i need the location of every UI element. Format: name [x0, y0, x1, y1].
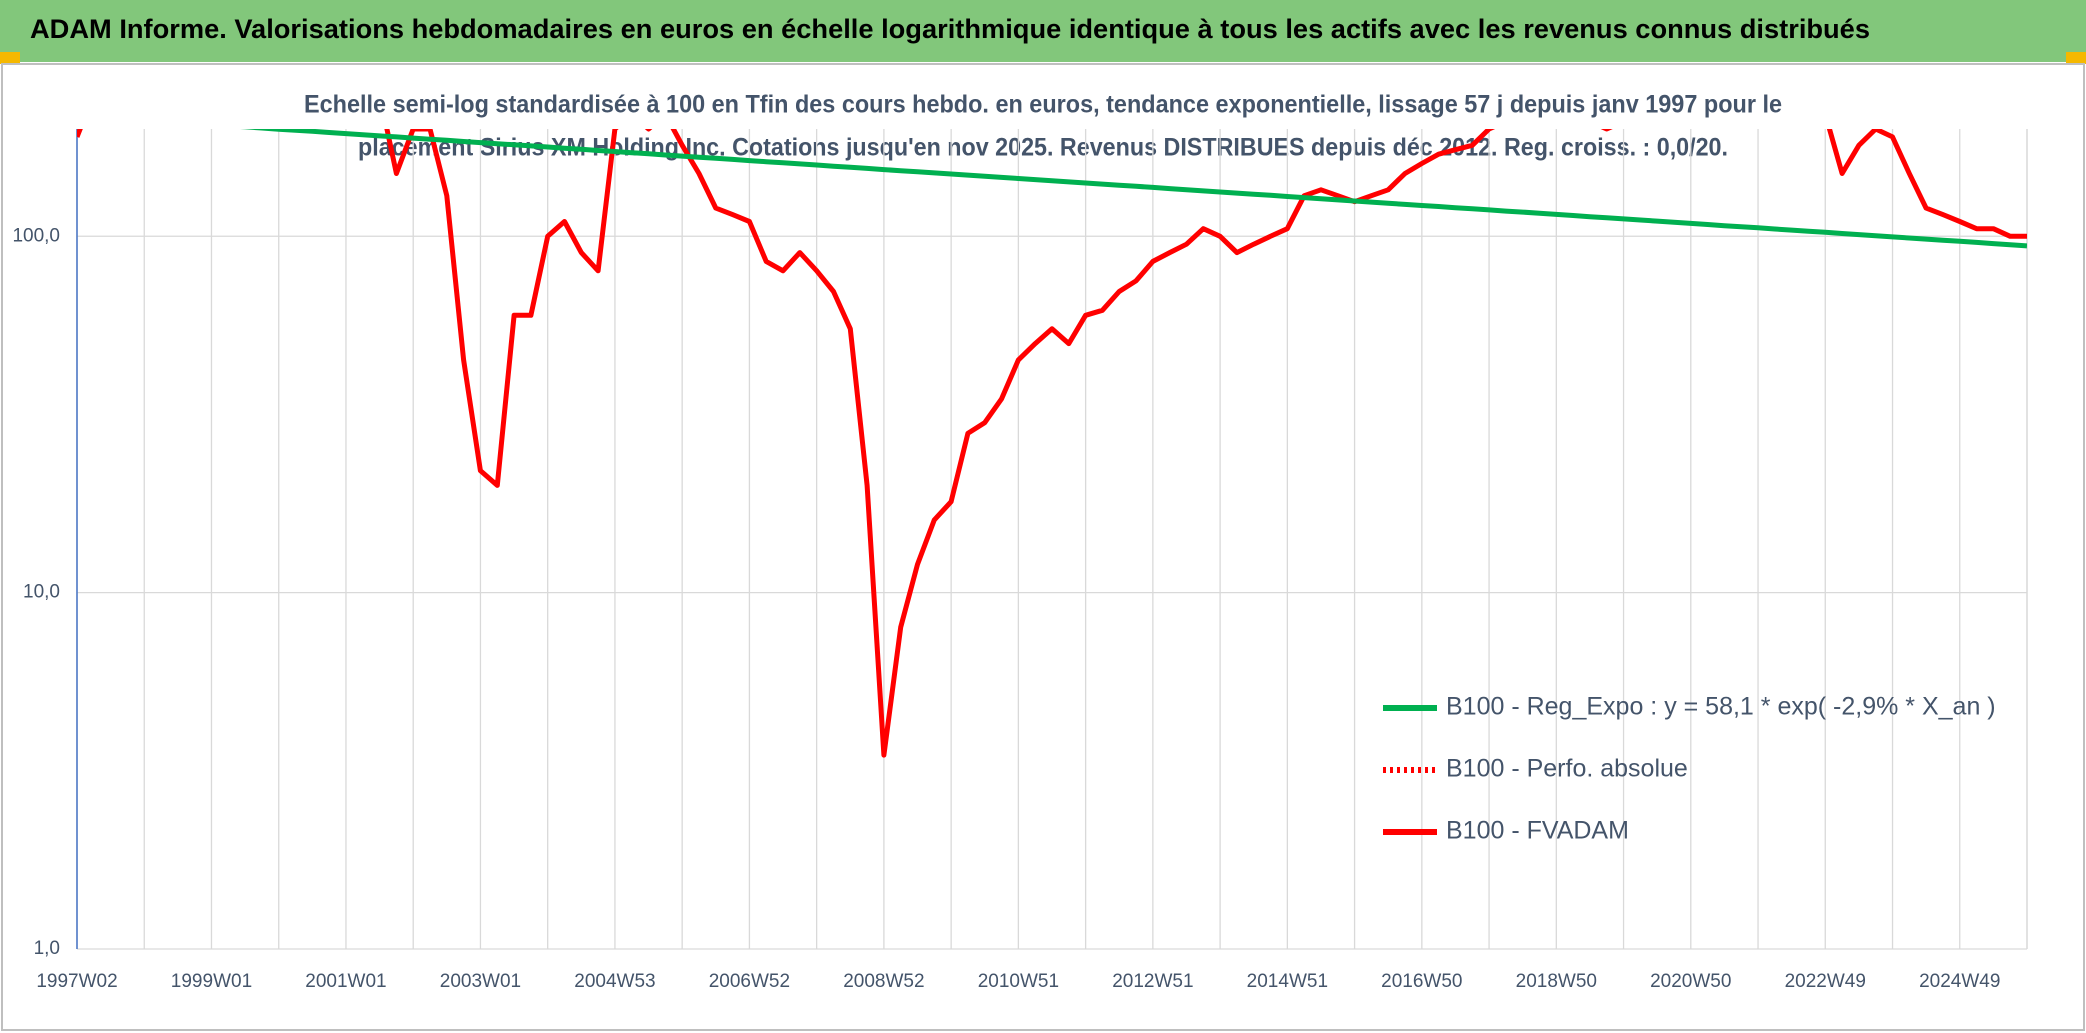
x-tick-label: 2022W49	[1785, 971, 1866, 992]
x-tick-label: 2003W01	[440, 971, 521, 992]
x-tick-label: 1999W01	[171, 971, 252, 992]
x-tick-label: 1997W02	[36, 971, 117, 992]
x-tick-label: 2020W50	[1650, 971, 1731, 992]
x-tick-label: 2014W51	[1247, 971, 1328, 992]
header-bar	[0, 0, 2086, 62]
chart-frame	[1, 63, 2085, 1031]
y-tick-label: 100,0	[12, 225, 60, 246]
x-tick-label: 2006W52	[709, 971, 790, 992]
x-tick-label: 2008W52	[843, 971, 924, 992]
x-tick-label: 2016W50	[1381, 971, 1462, 992]
x-tick-label: 2024W49	[1919, 971, 2000, 992]
x-tick-label: 2004W53	[574, 971, 655, 992]
data-line	[239, 129, 2027, 249]
corner	[2066, 52, 2086, 64]
legend-label: B100 - Reg_Expo : y = 58,1 * exp( -2,9% …	[1446, 693, 1996, 721]
y-tick-label: 10,0	[23, 582, 60, 603]
x-tick-label: 2012W51	[1112, 971, 1193, 992]
corner	[0, 52, 20, 64]
plot-area	[77, 129, 2027, 758]
data-line	[77, 129, 2027, 758]
y-tick-label: 1,0	[34, 938, 60, 959]
x-tick-label: 2001W01	[305, 971, 386, 992]
chart-title: ADAM Informe. Valorisations hebdomadaire…	[30, 14, 1870, 44]
legend-label: B100 - FVADAM	[1446, 817, 1629, 845]
x-tick-label: 2018W50	[1516, 971, 1597, 992]
subtitle: Echelle semi-log standardisée à 100 en T…	[304, 91, 1782, 119]
x-tick-label: 2010W51	[978, 971, 1059, 992]
legend-label: B100 - Perfo. absolue	[1446, 755, 1688, 783]
